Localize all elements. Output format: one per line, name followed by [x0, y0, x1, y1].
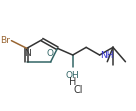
Text: H: H [69, 77, 76, 87]
Text: Cl: Cl [74, 84, 83, 94]
Text: OH: OH [66, 71, 80, 80]
Text: NH: NH [101, 51, 114, 59]
Text: Br: Br [1, 36, 10, 45]
Text: N: N [24, 49, 31, 58]
Text: O: O [46, 49, 53, 58]
